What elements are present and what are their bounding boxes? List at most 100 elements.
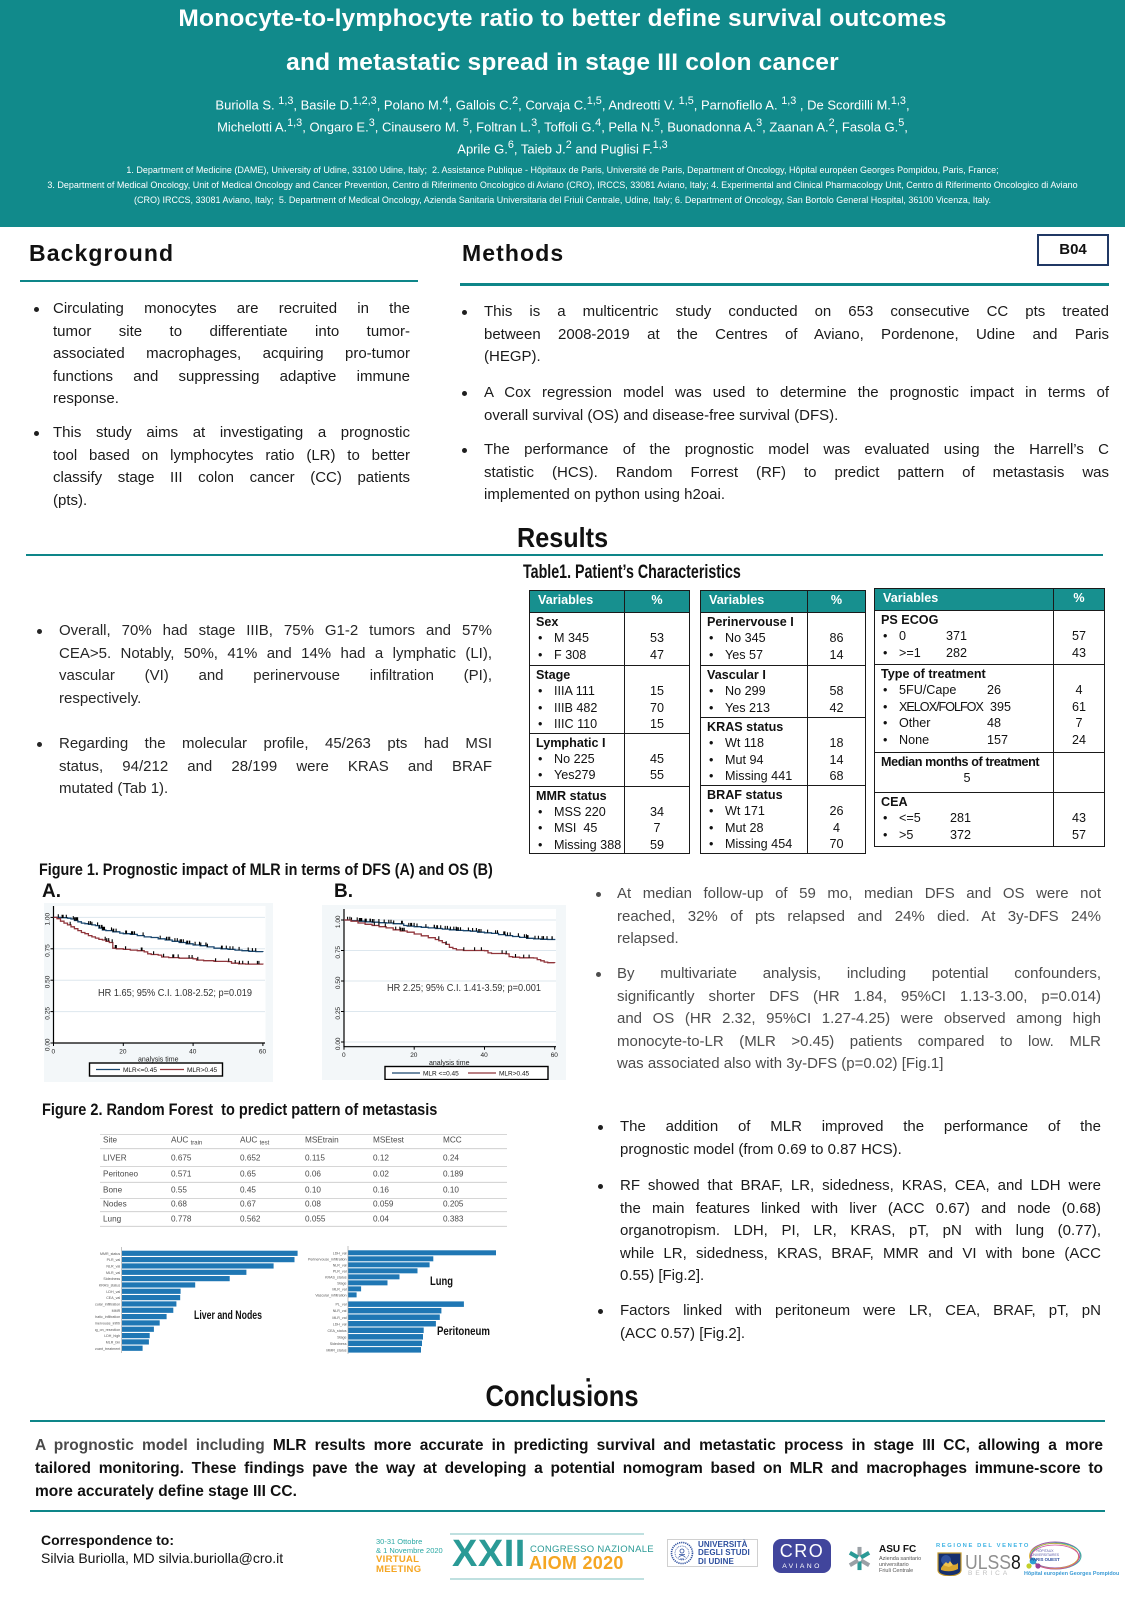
- svg-text:0.189: 0.189: [443, 1170, 464, 1179]
- svg-text:0.055: 0.055: [305, 1215, 326, 1224]
- svg-text:LDH_high: LDH_high: [104, 1334, 120, 1338]
- svg-text:0.68: 0.68: [171, 1200, 187, 1209]
- svg-text:MLR>0.45: MLR>0.45: [187, 1067, 218, 1074]
- svg-text:LDH_val: LDH_val: [106, 1290, 120, 1294]
- svg-text:MLR>0.45: MLR>0.45: [499, 1071, 530, 1078]
- svg-text:MCC: MCC: [443, 1136, 462, 1145]
- svg-text:0.10: 0.10: [305, 1186, 321, 1195]
- svg-text:PLR_val: PLR_val: [107, 1258, 121, 1262]
- svg-text:LIVER: LIVER: [103, 1154, 127, 1163]
- svg-text:0.00: 0.00: [45, 1038, 52, 1051]
- svg-text:0.115: 0.115: [305, 1154, 325, 1163]
- svg-text:0.55: 0.55: [171, 1186, 187, 1195]
- svg-text:PL_val: PL_val: [336, 1303, 347, 1307]
- svg-text:Adjuvant_treatment: Adjuvant_treatment: [95, 1347, 120, 1351]
- svg-text:0.778: 0.778: [171, 1215, 192, 1224]
- svg-text:0.675: 0.675: [171, 1154, 192, 1163]
- svg-text:0.08: 0.08: [305, 1200, 321, 1209]
- svg-text:Lung: Lung: [103, 1215, 122, 1224]
- svg-text:AUC train: AUC train: [171, 1136, 202, 1147]
- svg-text:PLR_val: PLR_val: [333, 1269, 347, 1273]
- svg-text:20: 20: [119, 1049, 127, 1056]
- svg-text:0.383: 0.383: [443, 1215, 464, 1224]
- svg-text:MSEtest: MSEtest: [373, 1136, 405, 1145]
- svg-text:60: 60: [551, 1052, 559, 1059]
- svg-text:UNIVERSITAIRES: UNIVERSITAIRES: [1031, 1553, 1060, 1557]
- svg-text:MMR_status: MMR_status: [326, 1348, 346, 1352]
- svg-text:PARIS OUEST: PARIS OUEST: [1030, 1557, 1060, 1562]
- svg-text:1.00: 1.00: [335, 915, 342, 928]
- svg-text:LDH_val: LDH_val: [333, 1322, 347, 1326]
- svg-text:Stage: Stage: [337, 1335, 346, 1339]
- svg-text:Perinervouse_infiltr: Perinervouse_infiltr: [95, 1322, 121, 1326]
- svg-text:Peritoneo: Peritoneo: [103, 1170, 138, 1179]
- svg-text:MLR<=0.45: MLR<=0.45: [123, 1067, 157, 1074]
- svg-text:AUC test: AUC test: [240, 1136, 270, 1147]
- svg-text:0.00: 0.00: [335, 1037, 342, 1050]
- svg-text:60: 60: [259, 1049, 267, 1056]
- svg-text:NLR_val: NLR_val: [333, 1263, 347, 1267]
- svg-text:Sidedness: Sidedness: [330, 1342, 347, 1346]
- svg-text:MLR_bin: MLR_bin: [106, 1341, 120, 1345]
- svg-text:0.562: 0.562: [240, 1215, 261, 1224]
- svg-text:0.205: 0.205: [443, 1200, 464, 1209]
- svg-text:NLR_val: NLR_val: [333, 1309, 347, 1313]
- svg-text:0.50: 0.50: [45, 975, 52, 988]
- svg-text:NLR_val: NLR_val: [106, 1265, 120, 1269]
- svg-text:Site: Site: [103, 1136, 118, 1145]
- svg-text:Liver and Nodes: Liver and Nodes: [194, 1310, 262, 1322]
- svg-text:0.652: 0.652: [240, 1154, 261, 1163]
- svg-text:Bone: Bone: [103, 1186, 123, 1195]
- svg-text:0: 0: [342, 1052, 346, 1059]
- svg-text:0.25: 0.25: [45, 1007, 52, 1020]
- svg-text:analysis time: analysis time: [429, 1060, 470, 1067]
- svg-text:0.45: 0.45: [240, 1186, 256, 1195]
- svg-text:40: 40: [189, 1049, 197, 1056]
- svg-text:20: 20: [410, 1052, 418, 1059]
- svg-text:0.50: 0.50: [335, 976, 342, 989]
- svg-text:0.10: 0.10: [443, 1186, 459, 1195]
- svg-text:40: 40: [481, 1052, 489, 1059]
- svg-text:MLR_val: MLR_val: [332, 1316, 346, 1320]
- svg-text:0.16: 0.16: [373, 1186, 389, 1195]
- svg-text:Vascular_infiltration: Vascular_infiltration: [315, 1293, 346, 1297]
- svg-text:HR 1.65; 95% C.I. 1.08-2.52; p: HR 1.65; 95% C.I. 1.08-2.52; p=0.019: [98, 987, 252, 999]
- svg-text:KRAS_status: KRAS_status: [325, 1275, 347, 1279]
- svg-text:HR 2.25; 95% C.I. 1.41-3.59; p: HR 2.25; 95% C.I. 1.41-3.59; p=0.001: [387, 982, 541, 994]
- svg-text:0.059: 0.059: [373, 1200, 394, 1209]
- svg-text:CEA_val: CEA_val: [106, 1296, 120, 1300]
- svg-text:Peritoneum: Peritoneum: [437, 1326, 490, 1338]
- svg-text:0.571: 0.571: [171, 1170, 192, 1179]
- svg-text:MLR_val: MLR_val: [106, 1271, 120, 1275]
- svg-text:MSEtrain: MSEtrain: [305, 1136, 339, 1145]
- svg-text:Lymphatic_infiltration: Lymphatic_infiltration: [95, 1315, 120, 1319]
- svg-text:0.12: 0.12: [373, 1154, 389, 1163]
- svg-text:0.04: 0.04: [373, 1215, 389, 1224]
- svg-text:0.67: 0.67: [240, 1200, 256, 1209]
- svg-text:0.25: 0.25: [335, 1007, 342, 1020]
- svg-text:analysis time: analysis time: [138, 1057, 179, 1064]
- svg-text:0.75: 0.75: [335, 946, 342, 959]
- svg-text:LDH_val: LDH_val: [333, 1251, 347, 1255]
- svg-text:0.75: 0.75: [45, 944, 52, 957]
- svg-text:KRAS_status: KRAS_status: [99, 1284, 121, 1288]
- svg-text:MLR <=0.45: MLR <=0.45: [423, 1071, 459, 1078]
- svg-text:Vascular_infiltration: Vascular_infiltration: [95, 1303, 120, 1307]
- svg-text:Lung: Lung: [430, 1276, 453, 1288]
- svg-text:0.24: 0.24: [443, 1154, 459, 1163]
- svg-text:0.06: 0.06: [305, 1170, 321, 1179]
- svg-text:1.00: 1.00: [45, 912, 52, 925]
- svg-text:Stage: Stage: [337, 1281, 346, 1285]
- svg-text:Sidedness: Sidedness: [103, 1277, 120, 1281]
- svg-text:MLR_val: MLR_val: [332, 1287, 346, 1291]
- svg-text:Perinervouse_infiltration: Perinervouse_infiltration: [308, 1257, 347, 1261]
- svg-text:0.65: 0.65: [240, 1170, 256, 1179]
- svg-text:Grading_on_resection: Grading_on_resection: [95, 1328, 120, 1332]
- svg-text:MMR_status: MMR_status: [100, 1252, 120, 1256]
- svg-text:0.02: 0.02: [373, 1170, 389, 1179]
- svg-text:0: 0: [52, 1049, 56, 1056]
- svg-text:Nodes: Nodes: [103, 1200, 127, 1209]
- svg-text:CEA_status: CEA_status: [328, 1329, 347, 1333]
- svg-text:HÔPITAUX: HÔPITAUX: [1036, 1548, 1054, 1553]
- svg-text:MMR: MMR: [112, 1309, 121, 1313]
